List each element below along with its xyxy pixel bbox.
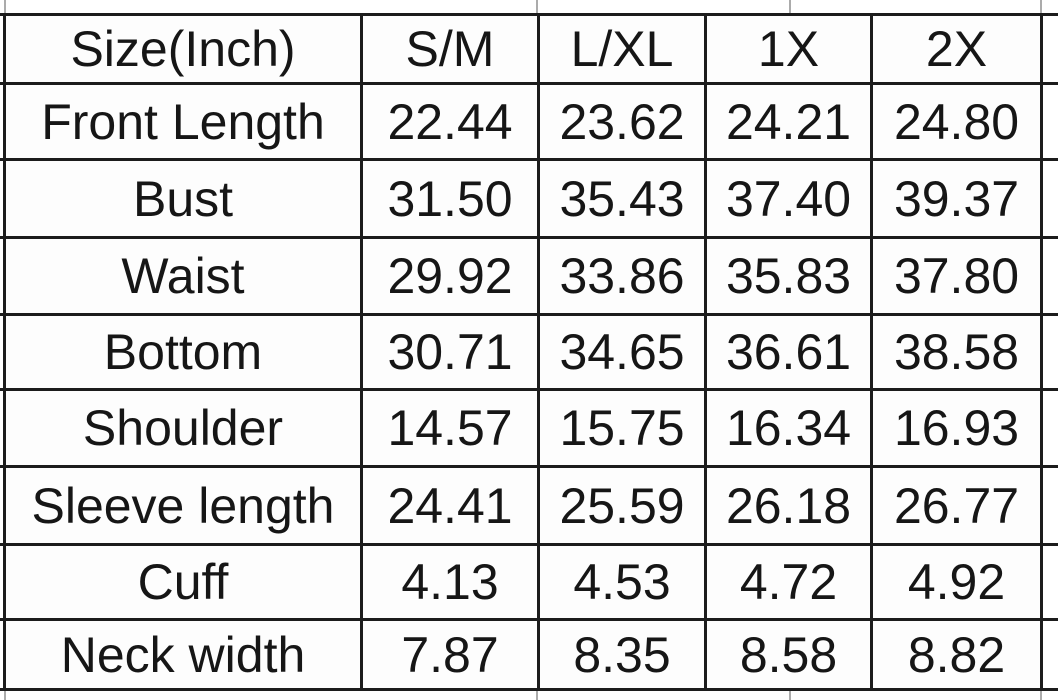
header-cell-size-unit: Size(Inch) bbox=[6, 16, 360, 82]
gridline-stub bbox=[1040, 0, 1042, 13]
value-cell: 36.61 bbox=[707, 316, 870, 388]
row-label: Bottom bbox=[6, 316, 360, 388]
value-cell: 38.58 bbox=[873, 316, 1040, 388]
gridline-stub bbox=[4, 0, 6, 13]
gridline-stub bbox=[4, 691, 6, 700]
value-cell: 31.50 bbox=[363, 161, 537, 236]
row-label: Shoulder bbox=[6, 391, 360, 465]
header-cell-size-sm: S/M bbox=[363, 16, 537, 82]
value-cell: 35.43 bbox=[540, 161, 704, 236]
row-label: Neck width bbox=[6, 621, 360, 688]
value-cell: 22.44 bbox=[363, 85, 537, 158]
value-cell: 29.92 bbox=[363, 239, 537, 313]
value-cell: 16.34 bbox=[707, 391, 870, 465]
value-cell: 8.58 bbox=[707, 621, 870, 688]
header-cell-size-lxl: L/XL bbox=[540, 16, 704, 82]
value-cell: 24.41 bbox=[363, 468, 537, 543]
value-cell: 26.18 bbox=[707, 468, 870, 543]
value-cell: 25.59 bbox=[540, 468, 704, 543]
gridline-stub bbox=[536, 691, 538, 700]
gridline-stub bbox=[536, 0, 538, 13]
size-chart-table: Size(Inch) S/M L/XL 1X 2X Front Length 2… bbox=[3, 13, 1043, 691]
gridline-stub bbox=[789, 0, 791, 13]
value-cell: 4.13 bbox=[363, 546, 537, 618]
value-cell: 24.21 bbox=[707, 85, 870, 158]
row-label: Cuff bbox=[6, 546, 360, 618]
value-cell: 34.65 bbox=[540, 316, 704, 388]
value-cell: 35.83 bbox=[707, 239, 870, 313]
value-cell: 33.86 bbox=[540, 239, 704, 313]
gridline-stub bbox=[789, 691, 791, 700]
value-cell: 4.92 bbox=[873, 546, 1040, 618]
value-cell: 15.75 bbox=[540, 391, 704, 465]
value-cell: 26.77 bbox=[873, 468, 1040, 543]
row-label: Sleeve length bbox=[6, 468, 360, 543]
header-cell-size-1x: 1X bbox=[707, 16, 870, 82]
value-cell: 16.93 bbox=[873, 391, 1040, 465]
row-label: Front Length bbox=[6, 85, 360, 158]
header-cell-size-2x: 2X bbox=[873, 16, 1040, 82]
value-cell: 30.71 bbox=[363, 316, 537, 388]
row-label: Bust bbox=[6, 161, 360, 236]
value-cell: 7.87 bbox=[363, 621, 537, 688]
value-cell: 4.72 bbox=[707, 546, 870, 618]
gridline-stub bbox=[1040, 691, 1042, 700]
value-cell: 37.80 bbox=[873, 239, 1040, 313]
value-cell: 24.80 bbox=[873, 85, 1040, 158]
value-cell: 4.53 bbox=[540, 546, 704, 618]
value-cell: 8.35 bbox=[540, 621, 704, 688]
value-cell: 39.37 bbox=[873, 161, 1040, 236]
value-cell: 14.57 bbox=[363, 391, 537, 465]
value-cell: 37.40 bbox=[707, 161, 870, 236]
row-label: Waist bbox=[6, 239, 360, 313]
value-cell: 8.82 bbox=[873, 621, 1040, 688]
value-cell: 23.62 bbox=[540, 85, 704, 158]
